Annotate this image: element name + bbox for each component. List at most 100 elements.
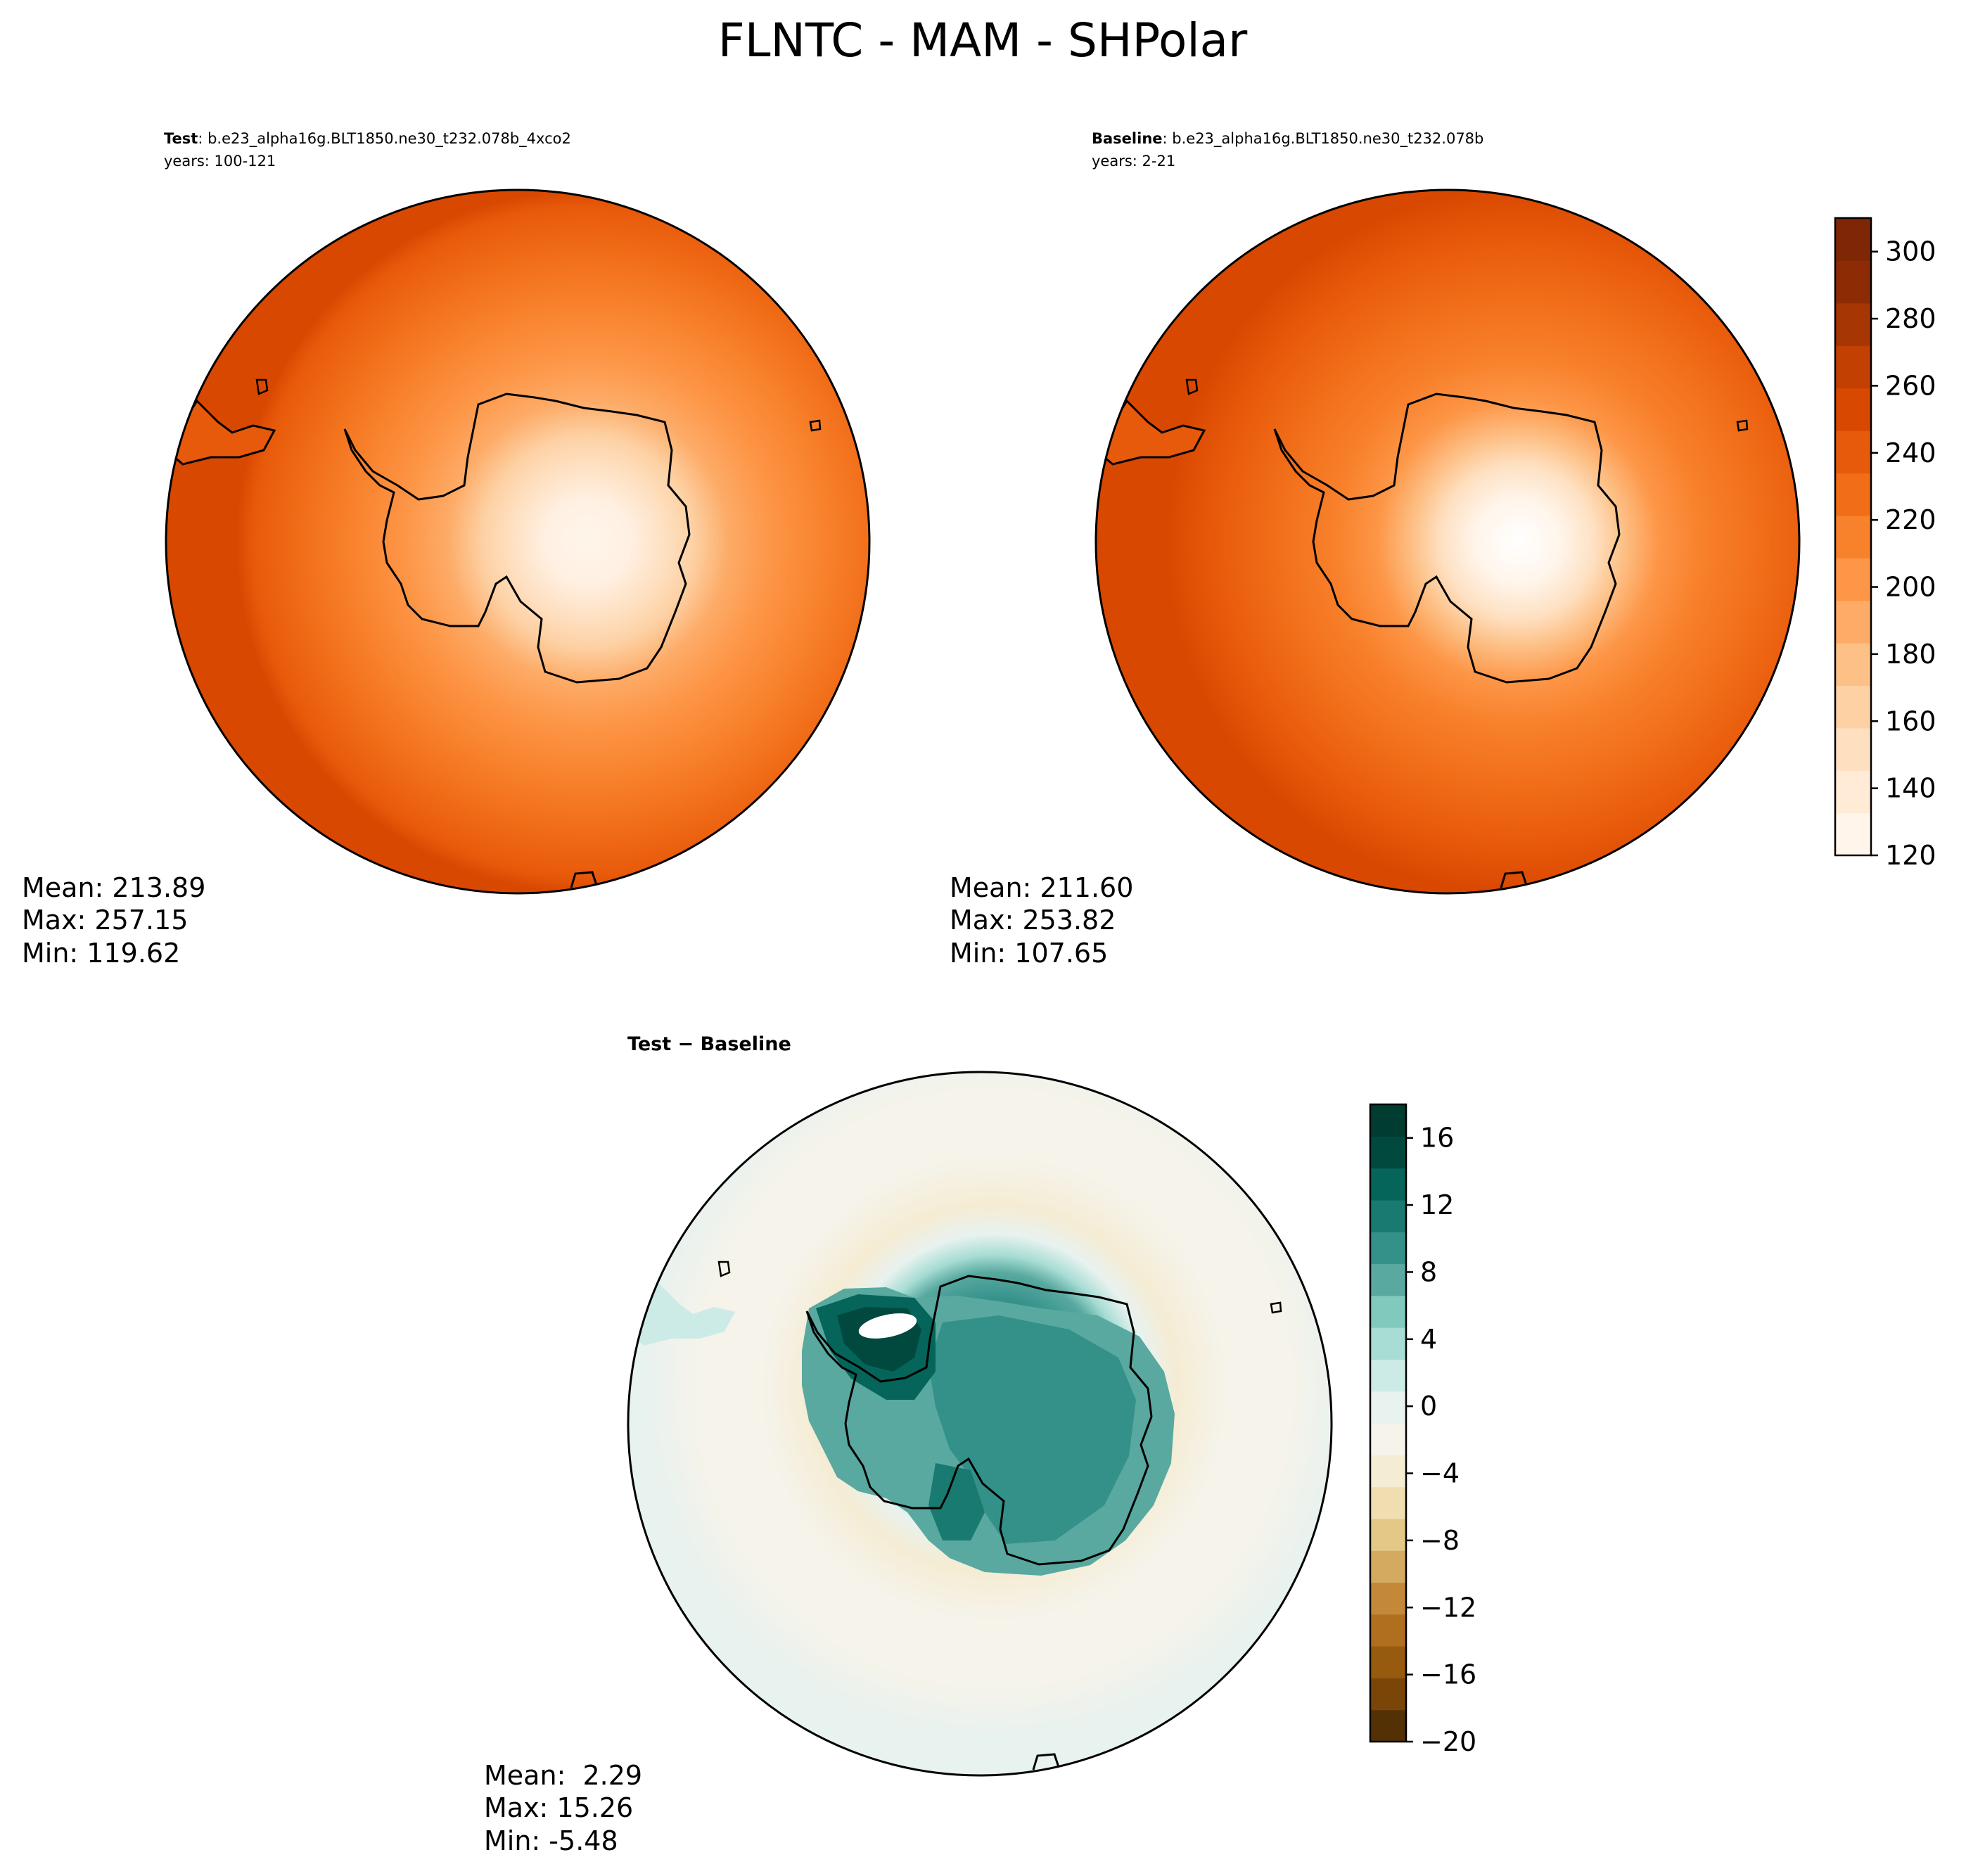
diff-stats: Mean: 2.29 Max: 15.26 Min: -5.48 <box>484 1760 642 1856</box>
main-colorbar-swatch <box>1835 473 1871 516</box>
diff-colorbar-tick-label: −20 <box>1420 1726 1476 1757</box>
diff-min: Min: -5.48 <box>484 1825 618 1856</box>
diff-panel: Test − Baseline Mean: 2.29 Max: 15.26 Mi… <box>484 1033 1333 1856</box>
diff-colorbar-swatch <box>1370 1455 1406 1488</box>
diff-colorbar-swatch <box>1370 1709 1406 1742</box>
baseline-min: Min: 107.65 <box>950 938 1108 969</box>
main-colorbar-tick-label: 180 <box>1885 639 1936 670</box>
diff-colorbar-swatch <box>1370 1104 1406 1137</box>
baseline-map-field <box>1096 190 1799 893</box>
test-label-case: : b.e23_alpha16g.BLT1850.ne30_t232.078b_… <box>198 130 571 148</box>
main-colorbar-tick-label: 280 <box>1885 303 1936 334</box>
diff-colorbar-swatch <box>1370 1518 1406 1551</box>
baseline-mean: Mean: 211.60 <box>950 872 1133 903</box>
diff-colorbar-tick-label: 0 <box>1420 1391 1437 1422</box>
test-max: Max: 257.15 <box>22 905 188 936</box>
diff-colorbar-tick-label: 12 <box>1420 1189 1454 1220</box>
main-colorbar-swatch <box>1835 260 1871 304</box>
diff-colorbar: −20 −16 −12 −8 −4 0 4 8 12 16 <box>1369 1103 1476 1757</box>
diff-colorbar-swatch <box>1370 1550 1406 1583</box>
test-map-field <box>166 190 869 893</box>
main-colorbar-swatch <box>1835 302 1871 346</box>
diff-colorbar-swatch <box>1370 1486 1406 1519</box>
main-colorbar-tick-label: 140 <box>1885 773 1936 804</box>
diff-antarctica-core <box>928 1315 1136 1544</box>
main-colorbar-swatch <box>1835 727 1871 771</box>
baseline-map <box>1096 190 1799 893</box>
main-colorbar-tick-label: 200 <box>1885 572 1936 603</box>
test-mean: Mean: 213.89 <box>22 872 205 903</box>
baseline-island-east <box>1736 419 1749 432</box>
main-colorbar-swatch <box>1835 643 1871 686</box>
diff-colorbar-swatch <box>1370 1136 1406 1169</box>
diff-colorbar-swatch <box>1370 1423 1406 1455</box>
main-colorbar-tick-label: 240 <box>1885 438 1936 468</box>
diff-colorbar-tick-label: 4 <box>1420 1324 1437 1355</box>
diff-antarctica-coastline <box>805 1275 1153 1566</box>
diff-panel-header: Test − Baseline <box>627 1033 791 1055</box>
diff-colorbar-swatch <box>1370 1391 1406 1424</box>
test-map-frame <box>165 189 871 895</box>
diff-island-east <box>1270 1301 1282 1314</box>
diff-colorbar-swatch <box>1370 1263 1406 1296</box>
diff-colorbar-frame <box>1369 1103 1408 1743</box>
test-map <box>166 190 869 893</box>
test-island-south <box>570 871 598 888</box>
main-colorbar-swatch <box>1835 515 1871 559</box>
baseline-island-south <box>1500 871 1528 888</box>
diff-colorbar-swatch <box>1370 1646 1406 1678</box>
diff-colorbar-swatch <box>1370 1295 1406 1328</box>
test-min: Min: 119.62 <box>22 938 180 969</box>
test-island-east <box>809 419 822 432</box>
figure-title: FLNTC - MAM - SHPolar <box>718 13 1248 68</box>
test-island-small <box>255 378 269 395</box>
diff-southamerica-fill <box>628 1282 735 1346</box>
diff-peninsula-overflow <box>858 1313 917 1339</box>
main-colorbar-swatch <box>1835 218 1871 261</box>
main-colorbar-tick-label: 120 <box>1885 840 1936 871</box>
main-colorbar-swatches <box>1835 218 1871 856</box>
diff-colorbar-swatch <box>1370 1327 1406 1360</box>
main-colorbar-swatch <box>1835 685 1871 729</box>
diff-ross-sea-fill <box>928 1463 985 1540</box>
test-panel-header: Test: b.e23_alpha16g.BLT1850.ne30_t232.0… <box>164 130 571 148</box>
diff-colorbar-swatch <box>1370 1614 1406 1647</box>
main-colorbar-swatch <box>1835 430 1871 473</box>
test-years: years: 100-121 <box>164 153 276 170</box>
diff-colorbar-tick-label: −12 <box>1420 1592 1476 1623</box>
diff-colorbar-swatches <box>1370 1104 1406 1742</box>
main-colorbar-swatch <box>1835 345 1871 389</box>
diff-colorbar-tick-label: 8 <box>1420 1256 1437 1287</box>
main-colorbar-swatch <box>1835 388 1871 431</box>
baseline-island-small <box>1185 378 1199 395</box>
diff-map <box>628 1072 1332 1775</box>
main-colorbar-tick-label: 260 <box>1885 370 1936 401</box>
diff-colorbar-swatch <box>1370 1168 1406 1201</box>
diff-map-frame <box>627 1071 1333 1777</box>
baseline-map-frame <box>1094 189 1801 895</box>
diff-colorbar-ticks: −20 −16 −12 −8 −4 0 4 8 12 16 <box>1406 1123 1476 1757</box>
diff-colorbar-swatch <box>1370 1232 1406 1265</box>
test-label-bold: Test <box>164 130 198 147</box>
test-southamerica-coast <box>166 399 276 466</box>
main-colorbar-swatch <box>1835 812 1871 856</box>
baseline-years: years: 2-21 <box>1092 153 1175 170</box>
main-colorbar-frame <box>1834 217 1872 857</box>
diff-colorbar-tick-label: −4 <box>1420 1458 1460 1489</box>
main-colorbar-tick-label: 220 <box>1885 504 1936 535</box>
diff-colorbar-tick-label: −8 <box>1420 1525 1460 1556</box>
diff-colorbar-swatch <box>1370 1359 1406 1392</box>
diff-island-small <box>717 1261 731 1277</box>
main-colorbar: 120 140 160 180 200 220 240 260 280 300 <box>1834 217 1936 871</box>
diff-colorbar-tick-label: −16 <box>1420 1659 1476 1690</box>
baseline-southamerica-coast <box>1096 399 1206 466</box>
baseline-panel-header: Baseline: b.e23_alpha16g.BLT1850.ne30_t2… <box>1092 130 1483 148</box>
diff-island-south <box>1032 1753 1060 1770</box>
main-colorbar-swatch <box>1835 600 1871 644</box>
diff-max: Max: 15.26 <box>484 1792 633 1823</box>
diff-colorbar-tick-label: 16 <box>1420 1123 1454 1154</box>
baseline-label-case: : b.e23_alpha16g.BLT1850.ne30_t232.078b <box>1163 130 1484 148</box>
main-colorbar-swatch <box>1835 558 1871 601</box>
test-panel: Test: b.e23_alpha16g.BLT1850.ne30_t232.0… <box>22 130 871 969</box>
